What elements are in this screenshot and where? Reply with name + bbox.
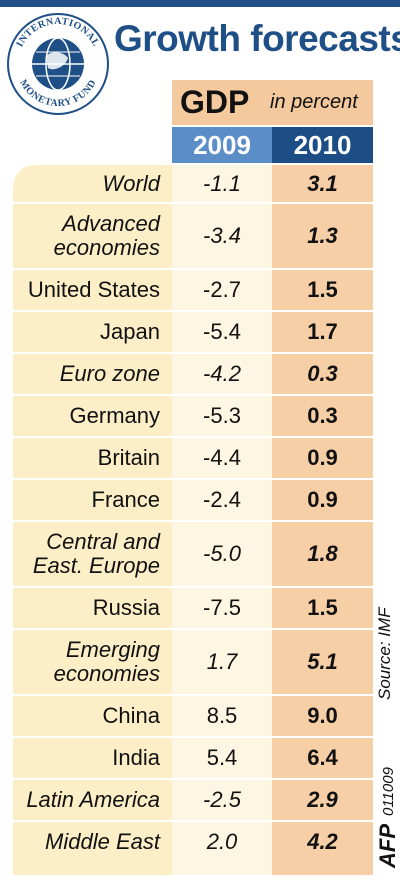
value-2009: -2.7	[203, 277, 241, 302]
table-row: Emerging economies 1.7 5.1	[13, 629, 373, 695]
table-row: China 8.5 9.0	[13, 695, 373, 737]
top-bar	[0, 0, 400, 7]
value-2010: 9.0	[307, 703, 338, 728]
gdp-label: GDP	[180, 84, 250, 120]
credit-code: 011009	[379, 767, 397, 816]
value-2010: 2.9	[307, 787, 338, 812]
value-2010: 0.3	[307, 403, 338, 428]
column-header-2009: 2009	[172, 127, 272, 163]
value-2009: 8.5	[206, 703, 238, 728]
value-2009: -3.4	[203, 223, 241, 248]
row-divider	[13, 520, 373, 522]
row-label: Russia	[92, 595, 160, 620]
value-2010: 0.9	[307, 487, 338, 512]
table-row: United States -2.7 1.5	[13, 269, 373, 311]
value-2010: 5.1	[307, 649, 338, 674]
row-divider	[13, 352, 373, 354]
value-2010: 4.2	[307, 829, 338, 854]
row-label: Emerging economies	[53, 637, 160, 686]
table-row: Britain -4.4 0.9	[13, 437, 373, 479]
row-label: Middle East	[45, 829, 160, 854]
value-2009: -2.4	[203, 487, 241, 512]
table-row: Middle East 2.0 4.2	[13, 821, 373, 863]
row-label: France	[91, 487, 160, 512]
data-table: World -1.1 3.1 Advanced economies -3.4 1.3 Uni…	[13, 165, 373, 875]
table-row: Germany -5.3 0.3	[13, 395, 373, 437]
column-header-2010: 2010	[272, 127, 373, 163]
value-2009: 1.7	[206, 649, 238, 674]
value-2010: 1.5	[307, 595, 338, 620]
row-label: Advanced economies	[53, 211, 160, 260]
value-2009: 2.0	[206, 829, 238, 854]
table-row: Latin America -2.5 2.9	[13, 779, 373, 821]
table-row: Central and East. Europe -5.0 1.8	[13, 521, 373, 587]
row-divider	[13, 310, 373, 312]
value-2009: -5.4	[203, 319, 241, 344]
row-label: Japan	[100, 319, 160, 344]
row-label: Britain	[97, 445, 160, 470]
value-2010: 6.4	[307, 745, 338, 770]
value-2009: 5.4	[206, 745, 238, 770]
row-divider	[13, 202, 373, 204]
table-row: Japan -5.4 1.7	[13, 311, 373, 353]
value-2009: -4.4	[203, 445, 241, 470]
value-2010: 1.8	[307, 541, 338, 566]
row-divider	[13, 778, 373, 780]
value-2009: -1.1	[203, 171, 241, 196]
gdp-header: GDP in percent	[172, 80, 373, 125]
agency-logo: AFP	[375, 824, 400, 868]
row-divider	[13, 820, 373, 822]
source-note: Source: IMF	[375, 607, 394, 700]
table-row: World -1.1 3.1	[13, 165, 373, 203]
row-divider	[13, 694, 373, 696]
imf-seal-icon: INTERNATIONAL MONETARY FUND	[7, 13, 109, 115]
table-row: France -2.4 0.9	[13, 479, 373, 521]
row-divider	[13, 478, 373, 480]
value-2009: -7.5	[203, 595, 241, 620]
value-2009: -5.3	[203, 403, 241, 428]
value-2010: 1.5	[307, 277, 338, 302]
row-divider	[13, 586, 373, 588]
row-label: China	[102, 703, 160, 728]
value-2009: -4.2	[203, 361, 241, 386]
row-label: World	[102, 171, 160, 196]
credit-line: AFP 011009	[375, 767, 400, 868]
value-2010: 0.3	[307, 361, 338, 386]
row-divider	[13, 628, 373, 630]
unit-label: in percent	[270, 91, 358, 113]
table-row: Russia -7.5 1.5	[13, 587, 373, 629]
row-divider	[13, 736, 373, 738]
value-2009: -2.5	[203, 787, 241, 812]
row-label: Latin America	[26, 787, 160, 812]
row-label: India	[112, 745, 160, 770]
table-row: Advanced economies -3.4 1.3	[13, 203, 373, 269]
row-label: Germany	[69, 403, 160, 428]
row-divider	[13, 394, 373, 396]
value-2010: 1.7	[307, 319, 338, 344]
row-divider	[13, 436, 373, 438]
value-2009: -5.0	[203, 541, 241, 566]
value-2010: 0.9	[307, 445, 338, 470]
row-label: Central and East. Europe	[32, 529, 160, 578]
table-row: Euro zone -4.2 0.3	[13, 353, 373, 395]
row-label: Euro zone	[59, 361, 160, 386]
chart-title: Growth forecasts	[114, 18, 400, 59]
row-label: United States	[27, 277, 160, 302]
value-2010: 1.3	[307, 223, 338, 248]
table-row: India 5.4 6.4	[13, 737, 373, 779]
row-divider	[13, 268, 373, 270]
value-2010: 3.1	[307, 171, 338, 196]
